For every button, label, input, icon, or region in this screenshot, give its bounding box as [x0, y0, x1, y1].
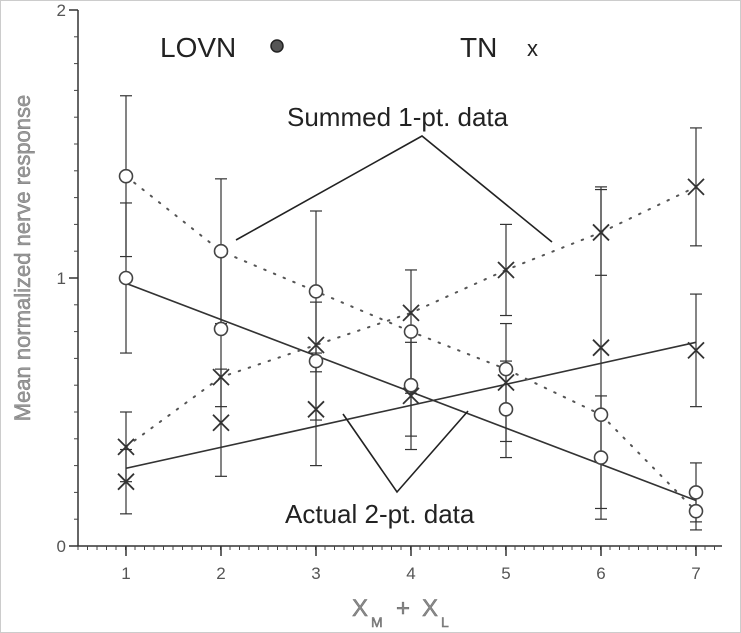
x-axis-label-sub-l: L	[441, 614, 449, 630]
point-x	[307, 336, 325, 354]
point-x	[687, 341, 705, 359]
point-circle	[688, 485, 704, 500]
point-x	[212, 368, 230, 386]
x-tick-label: 4	[406, 564, 415, 583]
point-circle	[213, 321, 229, 337]
point-x-stroke	[212, 368, 230, 386]
x-tick-label: 7	[691, 564, 700, 583]
y-tick-label: 1	[57, 269, 66, 288]
point-circle	[403, 377, 419, 393]
pointer-summed	[235, 135, 553, 243]
x-axis-label-plus: +	[396, 595, 410, 622]
point-x-stroke	[497, 261, 515, 279]
point-circle	[118, 270, 134, 286]
x-axis-label-x2: X	[422, 595, 438, 622]
point-x-stroke	[212, 414, 230, 432]
x-tick-label: 3	[311, 564, 320, 583]
y-tick-label: 2	[57, 1, 66, 20]
pointer-actual	[342, 410, 469, 494]
point-x	[117, 438, 135, 456]
point-circle	[498, 361, 514, 377]
x-axis-label: X M + X L	[352, 595, 450, 631]
point-circle	[688, 503, 704, 519]
legend-label-tn: TN	[460, 32, 497, 63]
point-circle	[403, 324, 419, 339]
point-x-stroke	[307, 336, 325, 354]
point-x	[687, 178, 705, 196]
point-x	[212, 414, 230, 432]
point-x	[307, 400, 325, 418]
point-circle	[308, 353, 324, 369]
point-circle	[593, 450, 609, 465]
point-x-stroke	[592, 223, 610, 242]
legend: LOVN TN x	[160, 32, 538, 63]
annotation-actual: Actual 2-pt. data	[285, 499, 475, 529]
y-tick-label: 0	[57, 537, 66, 556]
x-tick-label: 2	[216, 564, 225, 583]
point-circle	[308, 284, 324, 299]
point-x-stroke	[117, 473, 135, 491]
y-axis-label: Mean normalized nerve response	[10, 95, 35, 422]
point-x-stroke	[402, 387, 420, 405]
point-x-stroke	[117, 438, 135, 456]
point-circle	[213, 243, 229, 259]
point-x-stroke	[687, 178, 705, 196]
point-circle	[593, 407, 609, 422]
annotation-pointers	[235, 135, 553, 494]
legend-marker-tn: x	[527, 36, 538, 61]
point-x-stroke	[592, 339, 610, 357]
point-circle	[118, 168, 134, 184]
point-x	[497, 261, 515, 279]
x-tick-label: 5	[501, 564, 510, 583]
x-axis-label-sub-m: M	[371, 614, 383, 630]
point-x	[592, 223, 610, 242]
axes: 1 2 3 4 5 6 7 0 1 2	[57, 1, 722, 583]
point-x	[592, 339, 610, 357]
legend-marker-lovn	[270, 39, 284, 53]
point-x-stroke	[307, 400, 325, 418]
point-x	[402, 304, 420, 322]
point-x-stroke	[497, 373, 515, 392]
point-x-stroke	[402, 304, 420, 322]
x-tick-label: 1	[121, 564, 130, 583]
x-axis-label-x1: X	[352, 595, 368, 622]
data-markers	[117, 168, 705, 519]
point-circle	[498, 402, 514, 417]
point-x	[497, 373, 515, 392]
x-tick-label: 6	[596, 564, 605, 583]
point-x	[117, 473, 135, 491]
legend-label-lovn: LOVN	[160, 32, 236, 63]
annotation-summed: Summed 1-pt. data	[287, 102, 509, 132]
point-x-stroke	[687, 341, 705, 359]
point-x	[402, 387, 420, 405]
